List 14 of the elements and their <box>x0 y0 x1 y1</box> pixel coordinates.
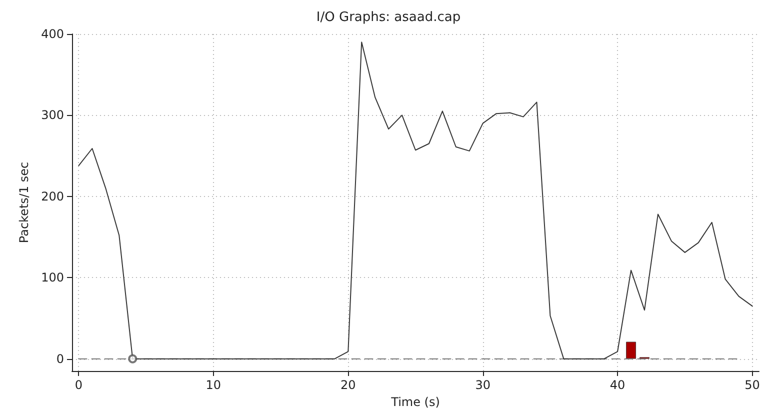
y-tick-label: 100 <box>41 270 64 285</box>
x-tick-label: 0 <box>74 378 83 392</box>
chart-title: I/O Graphs: asaad.cap <box>316 10 461 25</box>
x-tick-label: 30 <box>475 378 490 392</box>
y-tick-label: 200 <box>41 189 64 204</box>
y-tick-label: 400 <box>41 27 64 41</box>
y-tick-label: 0 <box>56 352 64 366</box>
x-tick-label: 20 <box>340 378 356 392</box>
x-tick-label: 40 <box>610 378 626 392</box>
x-axis-title: Time (s) <box>390 394 440 409</box>
x-tick-label: 50 <box>744 378 760 392</box>
y-tick-label: 300 <box>41 108 64 122</box>
x-tick-label: 10 <box>206 378 222 392</box>
y-axis-title: Packets/1 sec <box>17 162 31 244</box>
